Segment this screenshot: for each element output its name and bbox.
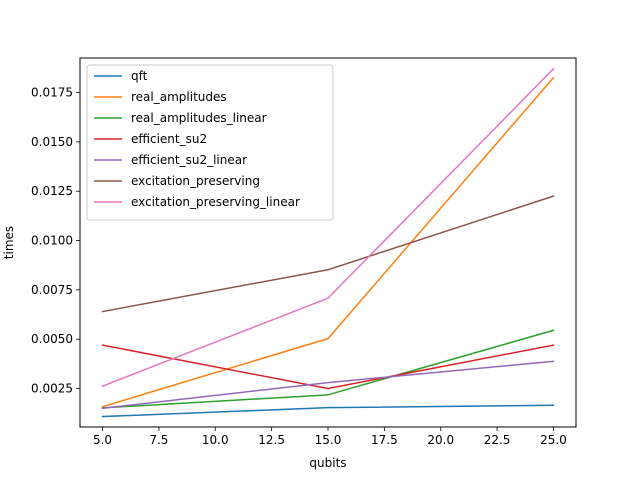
legend-label-real-amplitudes-linear: real_amplitudes_linear [131, 111, 267, 125]
series-line-qft [101, 404, 555, 418]
x-tick-label: 5.0 [93, 433, 112, 447]
x-tick-label: 12.5 [258, 433, 285, 447]
legend-label-efficient-su2-linear: efficient_su2_linear [131, 153, 247, 167]
series-line-efficient-su2-linear [101, 360, 555, 410]
legend-label-excitation-preserving-linear: excitation_preserving_linear [131, 195, 300, 209]
y-axis-label: times [2, 226, 16, 259]
x-tick-label: 15.0 [315, 433, 342, 447]
y-tick-label: 0.0075 [31, 283, 73, 297]
legend-label-qft: qft [131, 69, 148, 83]
x-axis: 5.0 7.5 10.0 12.5 15.0 17.5 20.0 22.5 25.0 [93, 427, 567, 447]
series-line-excitation-preserving [101, 195, 555, 313]
legend-label-excitation-preserving: excitation_preserving [131, 174, 260, 188]
legend-box [86, 64, 334, 221]
y-tick-label: 0.0125 [31, 184, 73, 198]
x-tick-label: 22.5 [484, 433, 511, 447]
x-tick-label: 17.5 [371, 433, 398, 447]
legend: qft real_amplitudes real_amplitudes_linear… [86, 64, 334, 221]
y-tick-label: 0.0050 [31, 332, 73, 346]
y-tick-label: 0.0150 [31, 135, 73, 149]
series-line-excitation-preserving-linear [101, 67, 555, 388]
x-tick-label: 10.0 [202, 433, 229, 447]
series-line-real-amplitudes-linear [101, 329, 555, 409]
legend-label-efficient-su2: efficient_su2 [131, 132, 207, 146]
x-axis-label: qubits [309, 456, 346, 470]
series-line-real-amplitudes [101, 76, 555, 408]
series-layer [101, 67, 555, 418]
y-tick-label: 0.0100 [31, 234, 73, 248]
y-tick-label: 0.0025 [31, 382, 73, 396]
y-tick-label: 0.0175 [31, 86, 73, 100]
x-tick-label: 7.5 [149, 433, 168, 447]
x-tick-label: 20.0 [427, 433, 454, 447]
x-tick-label: 25.0 [540, 433, 567, 447]
legend-label-real-amplitudes: real_amplitudes [131, 90, 227, 104]
series-line-efficient-su2 [101, 344, 555, 390]
y-axis: 0.0025 0.0050 0.0075 0.0100 0.0125 0.0150 0.01… [31, 86, 80, 396]
